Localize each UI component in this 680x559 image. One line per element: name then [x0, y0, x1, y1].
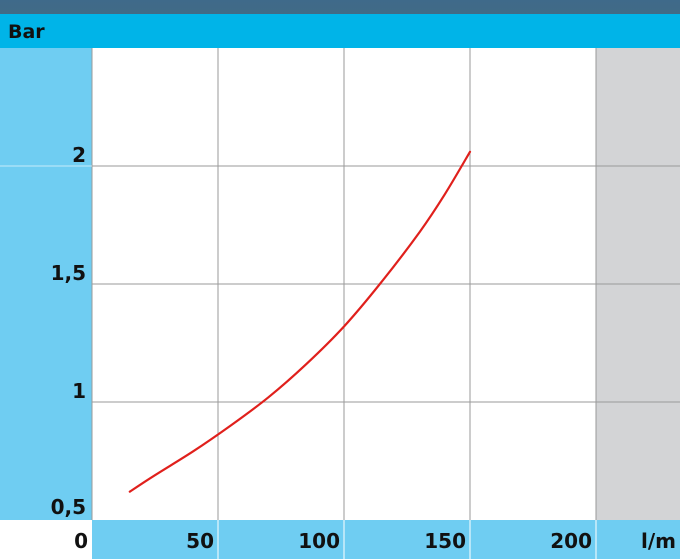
x-tick-label: 100 — [298, 529, 340, 553]
y-axis-title: Bar — [8, 21, 45, 43]
origin-label: 0 — [74, 529, 88, 553]
x-tick-label: 200 — [550, 529, 592, 553]
y-tick-label: 2 — [72, 143, 86, 167]
series-line-0 — [128, 150, 472, 493]
y-tick-label: 1,5 — [51, 261, 86, 285]
chart-header — [0, 14, 680, 48]
x-axis-band — [92, 520, 680, 559]
y-tick-label: 1 — [72, 379, 86, 403]
origin-box — [0, 520, 92, 559]
y-tick-label: 0,5 — [51, 495, 86, 519]
x-tick-label: 150 — [424, 529, 466, 553]
x-tick-label: 50 — [186, 529, 214, 553]
x-axis-unit-label: l/m — [641, 529, 676, 553]
y-axis-band — [0, 48, 92, 520]
